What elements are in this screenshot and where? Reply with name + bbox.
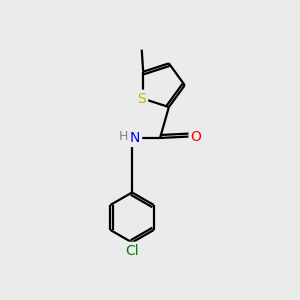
Text: H: H	[119, 130, 128, 143]
Text: Cl: Cl	[125, 244, 139, 258]
Text: S: S	[137, 92, 146, 106]
Text: O: O	[190, 130, 201, 143]
Text: N: N	[130, 131, 140, 145]
